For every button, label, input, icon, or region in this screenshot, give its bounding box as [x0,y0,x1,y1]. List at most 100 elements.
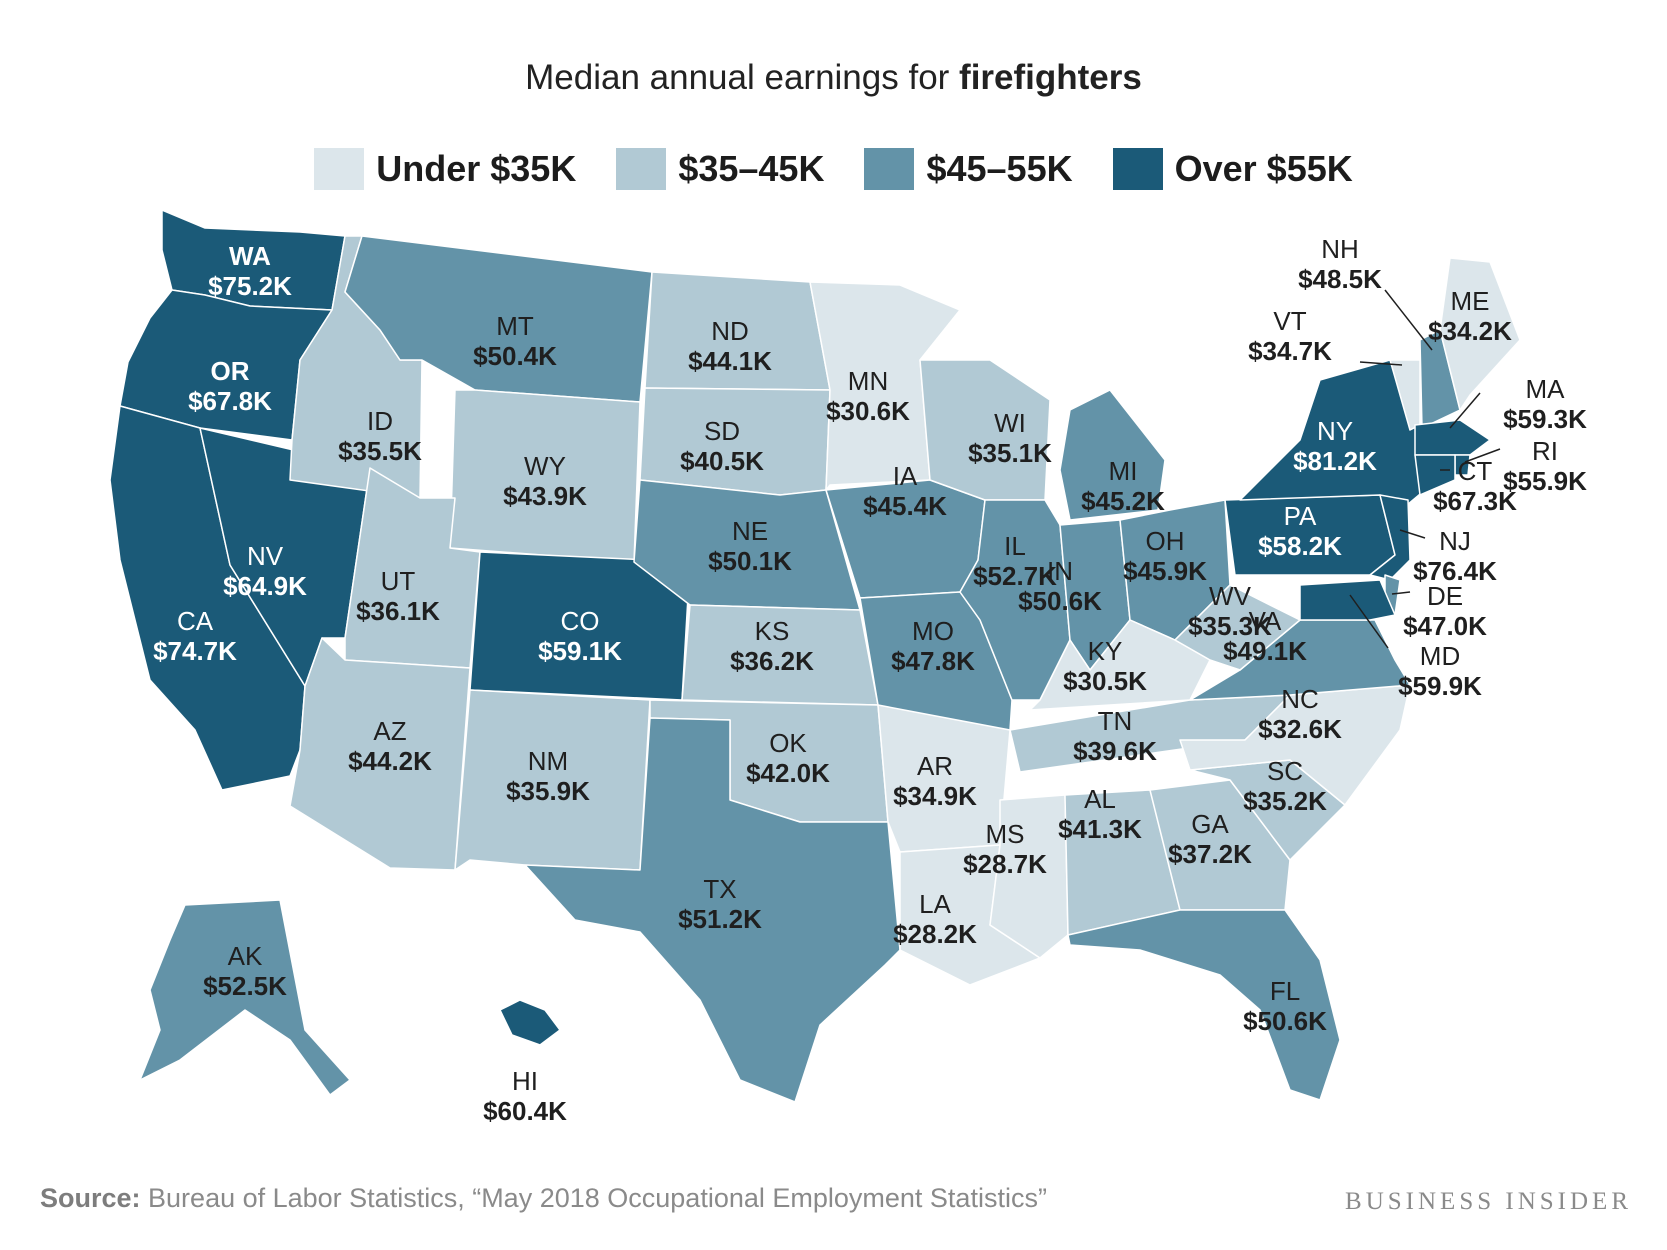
state-abbr: CT [1458,456,1493,486]
state-md [1299,579,1396,621]
state-label-wv: WV $35.3K [1188,581,1272,641]
state-value: $47.8K [891,646,975,676]
state-label-al: AL $41.3K [1058,784,1142,844]
state-il [959,499,1071,701]
state-value: $45.4K [863,491,947,521]
state-label-fl: FL $50.6K [1243,976,1327,1036]
state-abbr: AL [1084,784,1116,814]
state-label-ut: UT $36.1K [356,566,440,626]
leader-line-nh [1384,289,1433,351]
state-abbr: NY [1317,416,1353,446]
state-value: $35.9K [506,776,590,806]
state-value: $50.4K [473,341,557,371]
state-abbr: MS [986,819,1025,849]
title-prefix: Median annual earnings for [525,58,960,97]
state-label-ma: MA $59.3K [1503,374,1587,434]
state-abbr: LA [919,889,951,919]
state-label-co: CO $59.1K [538,606,622,666]
state-label-wi: WI $35.1K [968,408,1052,468]
state-abbr: CA [177,606,214,636]
legend: Under $35K $35–45K $45–55K Over $55K [0,148,1667,190]
state-value: $43.9K [503,481,587,511]
state-abbr: ID [367,406,393,436]
publisher-logo: BUSINESS INSIDER [1345,1188,1632,1215]
state-abbr: HI [512,1066,538,1096]
state-label-ny: NY $81.2K [1293,416,1377,476]
state-abbr: GA [1191,809,1229,839]
state-abbr: WY [524,451,566,481]
state-abbr: ME [1451,286,1490,316]
state-value: $64.9K [223,571,307,601]
state-label-me: ME $34.2K [1428,286,1512,346]
state-abbr: MO [912,616,954,646]
state-abbr: SD [704,416,740,446]
state-value: $58.2K [1258,531,1342,561]
state-value: $59.1K [538,636,622,666]
state-label-mt: MT $50.4K [473,311,557,371]
state-value: $34.2K [1428,316,1512,346]
state-label-ct: CT $67.3K [1433,456,1517,516]
state-value: $50.6K [1018,586,1102,616]
state-label-ca: CA $74.7K [153,606,237,666]
leader-line-de [1391,591,1411,595]
state-abbr: ND [711,316,749,346]
state-abbr: OH [1146,526,1185,556]
state-value: $28.7K [963,849,1047,879]
state-label-hi: HI $60.4K [483,1066,567,1126]
leader-line-vt [1359,361,1403,366]
state-abbr: CO [561,606,600,636]
chart-title: Median annual earnings for firefighters [0,58,1667,98]
state-label-mo: MO $47.8K [891,616,975,676]
state-value: $52.7K [973,561,1057,591]
legend-label: $45–55K [926,148,1073,189]
state-label-la: LA $28.2K [893,889,977,949]
state-abbr: MA [1526,374,1566,404]
state-value: $48.5K [1298,264,1382,294]
state-shapes [109,209,1521,1103]
state-abbr: UT [381,566,416,596]
state-value: $34.7K [1248,336,1332,366]
state-value: $76.4K [1413,556,1497,586]
legend-item-under-35k: Under $35K [314,148,576,190]
state-value: $81.2K [1293,446,1377,476]
state-label-vt: VT $34.7K [1248,306,1332,366]
state-value: $50.6K [1243,1006,1327,1036]
state-label-nm: NM $35.9K [506,746,590,806]
state-nc [1179,684,1411,806]
state-value: $49.1K [1223,636,1307,666]
leader-line-ma [1449,392,1481,429]
state-abbr: MT [496,311,534,341]
state-value: $30.5K [1063,666,1147,696]
legend-item-over-55k: Over $55K [1112,148,1353,190]
state-value: $34.9K [893,781,977,811]
state-value: $51.2K [678,904,762,934]
source-note: Source: Bureau of Labor Statistics, “May… [40,1183,1047,1214]
state-value: $35.3K [1188,611,1272,641]
state-label-nv: NV $64.9K [223,541,307,601]
state-abbr: OK [769,728,807,758]
leader-lines [1349,289,1501,649]
state-label-ms: MS $28.7K [963,819,1047,879]
source-label: Source: [40,1183,141,1213]
state-value: $75.2K [208,271,292,301]
legend-item-45-55k: $45–55K [864,148,1073,190]
state-label-ks: KS $36.2K [730,616,814,676]
state-abbr: NV [247,541,284,571]
state-value: $28.2K [893,919,977,949]
state-label-sd: SD $40.5K [680,416,764,476]
state-abbr: PA [1284,501,1317,531]
state-value: $50.1K [708,546,792,576]
state-value: $36.2K [730,646,814,676]
state-label-il: IL $52.7K [973,531,1057,591]
state-label-or: OR $67.8K [188,356,272,416]
state-abbr: WA [229,241,271,271]
state-abbr: TN [1098,706,1133,736]
state-value: $52.5K [203,971,287,1001]
state-label-ak: AK $52.5K [203,941,287,1001]
state-value: $67.8K [188,386,272,416]
state-label-pa: PA $58.2K [1258,501,1342,561]
state-value: $44.2K [348,746,432,776]
state-mt [344,235,653,403]
